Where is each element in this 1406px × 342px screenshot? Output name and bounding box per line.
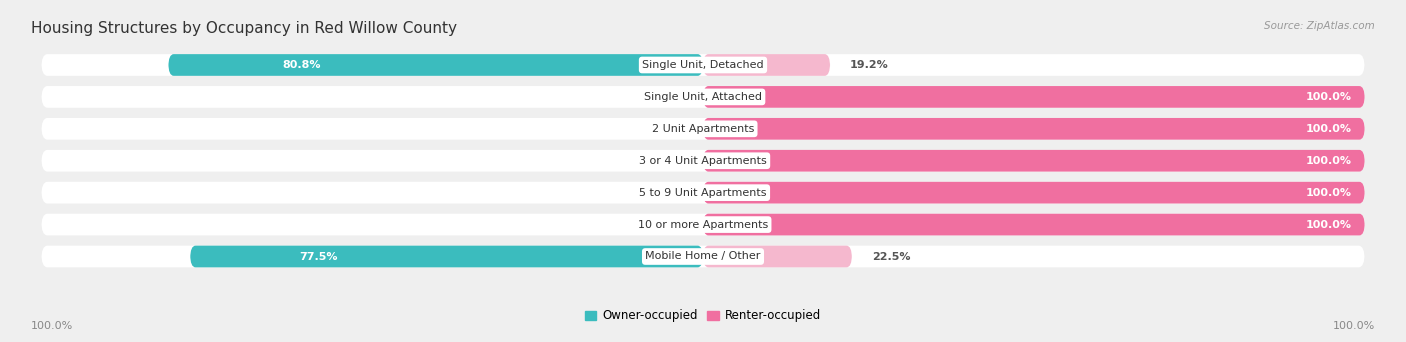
FancyBboxPatch shape <box>41 214 1365 235</box>
FancyBboxPatch shape <box>41 246 1365 267</box>
FancyBboxPatch shape <box>703 54 830 76</box>
Text: 0.0%: 0.0% <box>661 156 690 166</box>
FancyBboxPatch shape <box>41 150 1365 172</box>
Text: 19.2%: 19.2% <box>849 60 889 70</box>
Text: 0.0%: 0.0% <box>661 92 690 102</box>
Text: 100.0%: 100.0% <box>31 321 73 331</box>
Text: 100.0%: 100.0% <box>1305 188 1351 198</box>
Text: Single Unit, Attached: Single Unit, Attached <box>644 92 762 102</box>
FancyBboxPatch shape <box>703 118 1365 140</box>
Text: 10 or more Apartments: 10 or more Apartments <box>638 220 768 229</box>
FancyBboxPatch shape <box>41 54 1365 76</box>
Text: 0.0%: 0.0% <box>661 188 690 198</box>
Text: 2 Unit Apartments: 2 Unit Apartments <box>652 124 754 134</box>
Text: 80.8%: 80.8% <box>283 60 322 70</box>
Text: Single Unit, Detached: Single Unit, Detached <box>643 60 763 70</box>
Text: 100.0%: 100.0% <box>1305 220 1351 229</box>
Text: 100.0%: 100.0% <box>1305 156 1351 166</box>
FancyBboxPatch shape <box>703 86 1365 108</box>
Text: 0.0%: 0.0% <box>661 124 690 134</box>
Text: 22.5%: 22.5% <box>872 251 910 262</box>
Text: Source: ZipAtlas.com: Source: ZipAtlas.com <box>1264 21 1375 30</box>
FancyBboxPatch shape <box>41 118 1365 140</box>
Legend: Owner-occupied, Renter-occupied: Owner-occupied, Renter-occupied <box>579 305 827 327</box>
Text: 77.5%: 77.5% <box>299 251 337 262</box>
FancyBboxPatch shape <box>703 214 1365 235</box>
Text: 5 to 9 Unit Apartments: 5 to 9 Unit Apartments <box>640 188 766 198</box>
FancyBboxPatch shape <box>703 246 852 267</box>
Text: Housing Structures by Occupancy in Red Willow County: Housing Structures by Occupancy in Red W… <box>31 21 457 36</box>
FancyBboxPatch shape <box>703 182 1365 203</box>
Text: 100.0%: 100.0% <box>1305 124 1351 134</box>
Text: 0.0%: 0.0% <box>661 220 690 229</box>
FancyBboxPatch shape <box>41 86 1365 108</box>
FancyBboxPatch shape <box>703 150 1365 172</box>
Text: 100.0%: 100.0% <box>1333 321 1375 331</box>
Text: 3 or 4 Unit Apartments: 3 or 4 Unit Apartments <box>640 156 766 166</box>
FancyBboxPatch shape <box>41 182 1365 203</box>
FancyBboxPatch shape <box>190 246 703 267</box>
Text: Mobile Home / Other: Mobile Home / Other <box>645 251 761 262</box>
FancyBboxPatch shape <box>169 54 703 76</box>
Text: 100.0%: 100.0% <box>1305 92 1351 102</box>
